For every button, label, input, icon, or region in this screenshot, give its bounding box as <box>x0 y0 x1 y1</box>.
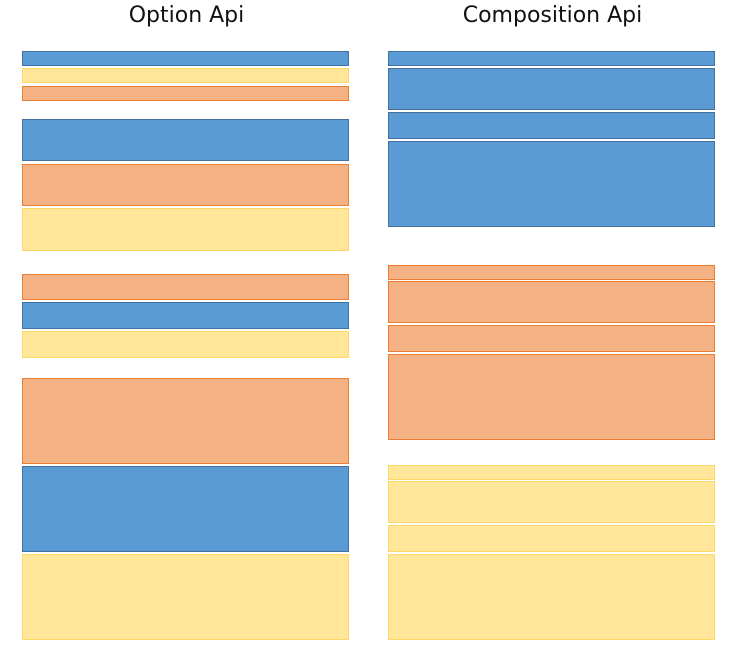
composition-block <box>388 354 715 440</box>
option-block <box>22 119 349 161</box>
option-api-column <box>22 0 351 651</box>
composition-block <box>388 141 715 227</box>
option-block <box>22 51 349 66</box>
composition-block <box>388 554 715 640</box>
composition-block <box>388 481 715 523</box>
composition-block <box>388 465 715 480</box>
composition-block <box>388 68 715 110</box>
composition-block <box>388 112 715 139</box>
option-block <box>22 164 349 206</box>
composition-api-column <box>388 0 717 651</box>
composition-api-title: Composition Api <box>462 3 643 28</box>
composition-block <box>388 325 715 352</box>
option-block <box>22 274 349 300</box>
option-block <box>22 378 349 464</box>
option-block <box>22 302 349 329</box>
option-block <box>22 208 349 251</box>
option-block <box>22 466 349 552</box>
composition-block <box>388 51 715 66</box>
option-block <box>22 331 349 358</box>
option-block <box>22 554 349 640</box>
composition-block <box>388 525 715 552</box>
composition-block <box>388 281 715 323</box>
option-block <box>22 86 349 101</box>
option-block <box>22 68 349 83</box>
composition-block <box>388 265 715 280</box>
option-api-title: Option Api <box>128 3 245 28</box>
